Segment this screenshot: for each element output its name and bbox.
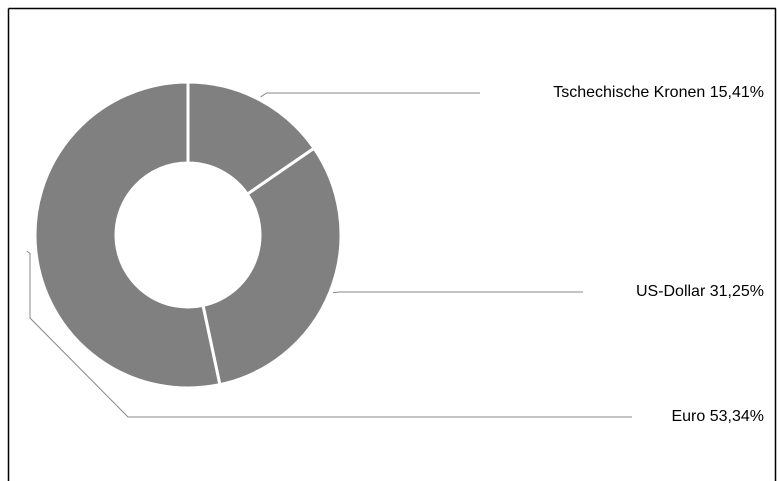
slice-label: Euro 53,34%: [671, 408, 764, 425]
slice-value: 15,41%: [710, 84, 764, 101]
leader-line: [26, 250, 632, 418]
donut-slice: [33, 80, 222, 390]
slice-name: US-Dollar: [636, 283, 706, 300]
slice-value: 31,25%: [710, 283, 764, 300]
donut-slice: [201, 146, 343, 387]
slice-label: US-Dollar 31,25%: [636, 283, 764, 300]
slice-label: Tschechische Kronen 15,41%: [553, 84, 764, 101]
slice-name: Tschechische Kronen: [553, 84, 705, 101]
slice-name: Euro: [671, 408, 705, 425]
leader-line: [332, 291, 583, 294]
donut-slice: [186, 80, 317, 197]
slice-value: 53,34%: [710, 408, 764, 425]
leader-line: [260, 92, 480, 98]
